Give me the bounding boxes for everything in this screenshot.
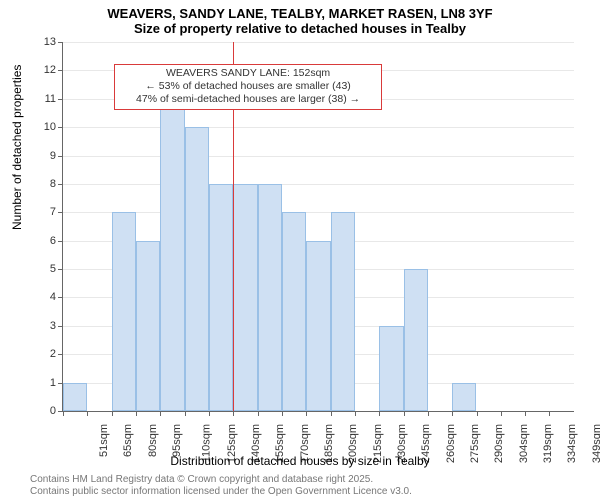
gridline bbox=[63, 184, 574, 185]
y-tick-mark bbox=[58, 156, 63, 157]
y-tick-label: 7 bbox=[26, 206, 56, 218]
y-tick-label: 1 bbox=[26, 377, 56, 389]
x-axis-label: Distribution of detached houses by size … bbox=[0, 454, 600, 468]
y-tick-label: 11 bbox=[26, 93, 56, 105]
y-tick-mark bbox=[58, 212, 63, 213]
y-tick-mark bbox=[58, 241, 63, 242]
credits-block: Contains HM Land Registry data © Crown c… bbox=[30, 474, 412, 498]
y-tick-label: 13 bbox=[26, 36, 56, 48]
histogram-bar bbox=[452, 383, 476, 411]
x-tick-label: 51sqm bbox=[98, 424, 110, 457]
histogram-bar bbox=[233, 184, 257, 411]
histogram-bar bbox=[185, 127, 209, 411]
histogram-bar bbox=[331, 212, 355, 411]
annotation-line1: WEAVERS SANDY LANE: 152sqm bbox=[121, 67, 375, 80]
annotation-line2: ← 53% of detached houses are smaller (43… bbox=[121, 80, 375, 93]
y-tick-label: 12 bbox=[26, 64, 56, 76]
histogram-bar bbox=[306, 241, 330, 411]
histogram-bar bbox=[282, 212, 306, 411]
credits-line2: Contains public sector information licen… bbox=[30, 486, 412, 498]
y-tick-label: 6 bbox=[26, 235, 56, 247]
y-tick-label: 2 bbox=[26, 348, 56, 360]
y-tick-mark bbox=[58, 354, 63, 355]
gridline bbox=[63, 42, 574, 43]
histogram-bar bbox=[136, 241, 160, 411]
y-tick-mark bbox=[58, 297, 63, 298]
y-tick-label: 0 bbox=[26, 405, 56, 417]
histogram-bar bbox=[258, 184, 282, 411]
histogram-bar bbox=[63, 383, 87, 411]
y-tick-mark bbox=[58, 70, 63, 71]
chart-title-block: WEAVERS, SANDY LANE, TEALBY, MARKET RASE… bbox=[0, 0, 600, 36]
y-tick-label: 4 bbox=[26, 291, 56, 303]
annotation-line3: 47% of semi-detached houses are larger (… bbox=[121, 93, 375, 106]
y-tick-mark bbox=[58, 127, 63, 128]
gridline bbox=[63, 156, 574, 157]
y-tick-container: 012345678910111213 bbox=[0, 42, 60, 412]
y-tick-label: 5 bbox=[26, 263, 56, 275]
chart-title-line2: Size of property relative to detached ho… bbox=[0, 21, 600, 36]
x-tick-label: 80sqm bbox=[147, 424, 159, 457]
credits-line1: Contains HM Land Registry data © Crown c… bbox=[30, 474, 412, 486]
histogram-bar bbox=[379, 326, 403, 411]
x-tick-label: 95sqm bbox=[171, 424, 183, 457]
annotation-box: WEAVERS SANDY LANE: 152sqm← 53% of detac… bbox=[114, 64, 382, 109]
y-tick-mark bbox=[58, 99, 63, 100]
chart-title-line1: WEAVERS, SANDY LANE, TEALBY, MARKET RASE… bbox=[0, 6, 600, 21]
y-tick-mark bbox=[58, 184, 63, 185]
histogram-bar bbox=[160, 99, 184, 411]
histogram-bar bbox=[404, 269, 428, 411]
gridline bbox=[63, 127, 574, 128]
gridline bbox=[63, 212, 574, 213]
histogram-bar bbox=[112, 212, 136, 411]
y-tick-label: 10 bbox=[26, 121, 56, 133]
y-tick-mark bbox=[58, 42, 63, 43]
histogram-bar bbox=[209, 184, 233, 411]
y-tick-mark bbox=[58, 269, 63, 270]
chart-plot-area: WEAVERS SANDY LANE: 152sqm← 53% of detac… bbox=[62, 42, 574, 412]
x-tick-label: 65sqm bbox=[123, 424, 135, 457]
y-tick-label: 3 bbox=[26, 320, 56, 332]
y-tick-label: 9 bbox=[26, 150, 56, 162]
y-tick-label: 8 bbox=[26, 178, 56, 190]
y-tick-mark bbox=[58, 326, 63, 327]
